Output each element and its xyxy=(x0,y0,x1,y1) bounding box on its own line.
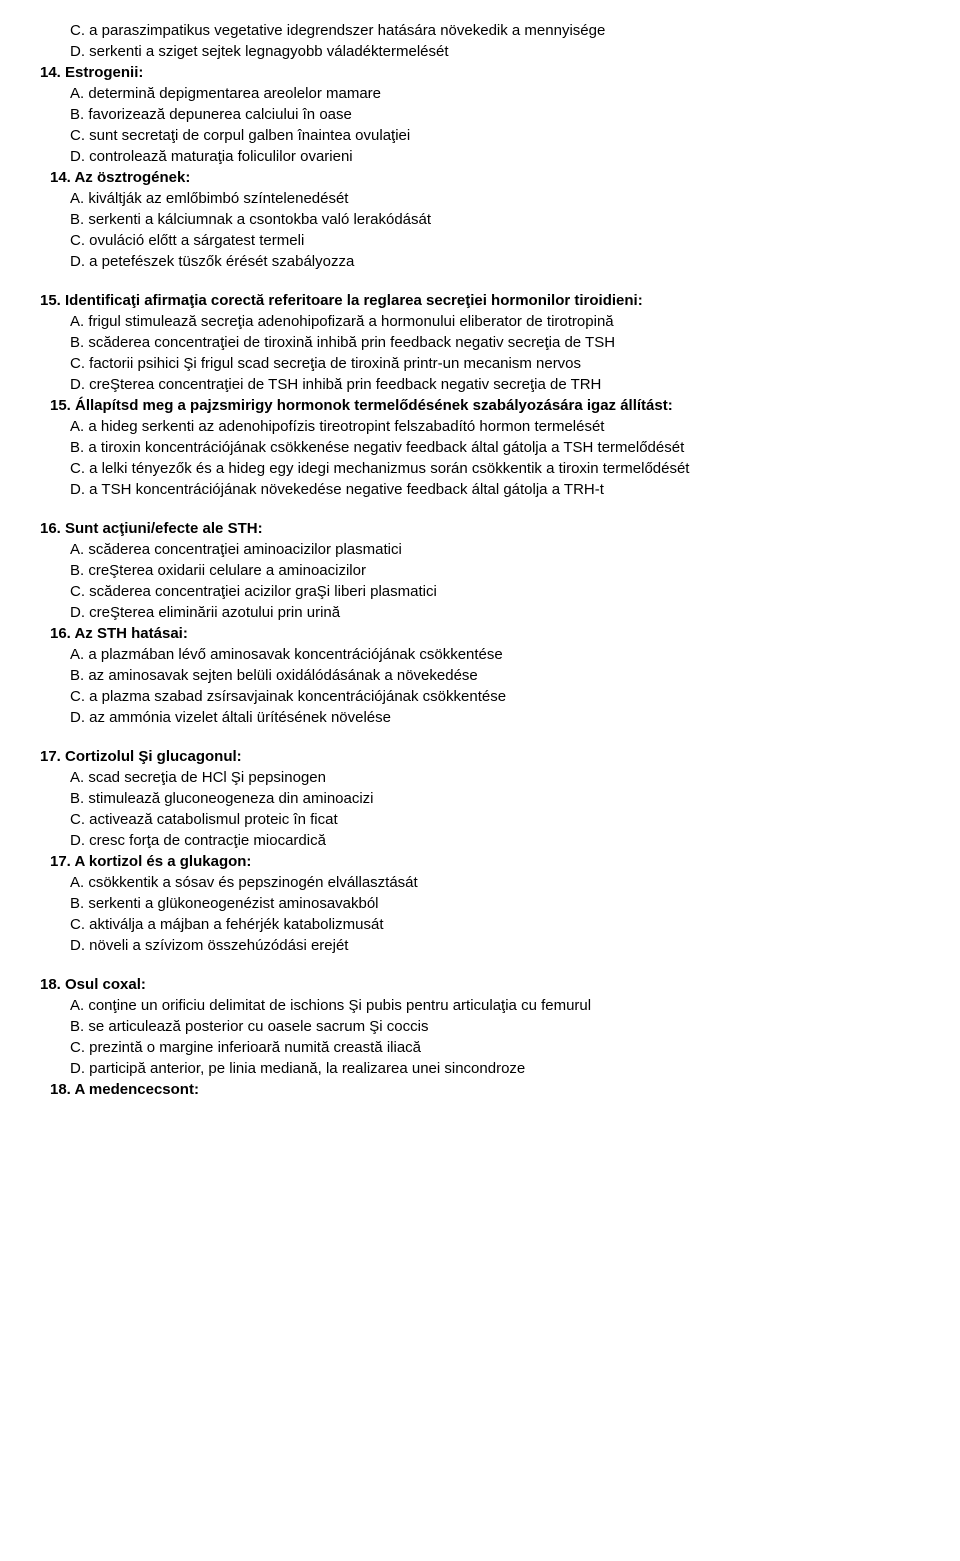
option-d: D. serkenti a sziget sejtek legnagyobb v… xyxy=(70,41,920,62)
option-d: D. creŞterea concentraţiei de TSH inhibă… xyxy=(70,374,920,395)
option-a: A. determină depigmentarea areolelor mam… xyxy=(70,83,920,104)
option-d: D. cresc forţa de contracţie miocardică xyxy=(70,830,920,851)
question-15-hu-header: 15. Állapítsd meg a pajzsmirigy hormonok… xyxy=(50,395,920,416)
option-c: C. ovuláció előtt a sárgatest termeli xyxy=(70,230,920,251)
option-d: D. participă anterior, pe linia mediană,… xyxy=(70,1058,920,1079)
option-c: C. aktiválja a májban a fehérjék katabol… xyxy=(70,914,920,935)
option-a: A. frigul stimulează secreţia adenohipof… xyxy=(70,311,920,332)
option-d: D. a TSH koncentrációjának növekedése ne… xyxy=(70,479,920,500)
option-b: B. scăderea concentraţiei de tiroxină in… xyxy=(70,332,920,353)
question-14-ro-header: 14. Estrogenii: xyxy=(40,62,920,83)
option-c: C. activează catabolismul proteic în fic… xyxy=(70,809,920,830)
question-17-ro-header: 17. Cortizolul Şi glucagonul: xyxy=(40,746,920,767)
option-a: A. kiváltják az emlőbimbó színtelenedésé… xyxy=(70,188,920,209)
question-15-ro-header: 15. Identificaţi afirmaţia corectă refer… xyxy=(40,290,920,311)
option-b: B. az aminosavak sejten belüli oxidálódá… xyxy=(70,665,920,686)
option-d: D. controlează maturaţia foliculilor ova… xyxy=(70,146,920,167)
option-a: A. csökkentik a sósav és pepszinogén elv… xyxy=(70,872,920,893)
option-a: A. conţine un orificiu delimitat de isch… xyxy=(70,995,920,1016)
question-16-hu-header: 16. Az STH hatásai: xyxy=(50,623,920,644)
document-body: C. a paraszimpatikus vegetative idegrend… xyxy=(40,20,920,1100)
option-b: B. a tiroxin koncentrációjának csökkenés… xyxy=(70,437,920,458)
option-c: C. prezintă o margine inferioară numită … xyxy=(70,1037,920,1058)
option-c: C. scăderea concentraţiei acizilor graŞi… xyxy=(70,581,920,602)
question-17-hu-header: 17. A kortizol és a glukagon: xyxy=(50,851,920,872)
option-a: A. a plazmában lévő aminosavak koncentrá… xyxy=(70,644,920,665)
option-d: D. növeli a szívizom összehúzódási erejé… xyxy=(70,935,920,956)
option-c: C. a paraszimpatikus vegetative idegrend… xyxy=(70,20,920,41)
question-16-ro-header: 16. Sunt acţiuni/efecte ale STH: xyxy=(40,518,920,539)
question-14-hu-header: 14. Az ösztrogének: xyxy=(50,167,920,188)
option-c: C. sunt secretaţi de corpul galben înain… xyxy=(70,125,920,146)
option-b: B. stimulează gluconeogeneza din aminoac… xyxy=(70,788,920,809)
option-b: B. se articulează posterior cu oasele sa… xyxy=(70,1016,920,1037)
option-a: A. scad secreţia de HCl Şi pepsinogen xyxy=(70,767,920,788)
option-b: B. serkenti a kálciumnak a csontokba val… xyxy=(70,209,920,230)
option-c: C. factorii psihici Şi frigul scad secre… xyxy=(70,353,920,374)
option-c: C. a lelki tényezők és a hideg egy idegi… xyxy=(70,458,920,479)
question-18-ro-header: 18. Osul coxal: xyxy=(40,974,920,995)
option-b: B. favorizează depunerea calciului în oa… xyxy=(70,104,920,125)
option-b: B. serkenti a glükoneogenézist aminosava… xyxy=(70,893,920,914)
option-d: D. a petefészek tüszők érését szabályozz… xyxy=(70,251,920,272)
option-d: D. az ammónia vizelet általi ürítésének … xyxy=(70,707,920,728)
option-a: A. a hideg serkenti az adenohipofízis ti… xyxy=(70,416,920,437)
option-c: C. a plazma szabad zsírsavjainak koncent… xyxy=(70,686,920,707)
option-a: A. scăderea concentraţiei aminoacizilor … xyxy=(70,539,920,560)
question-18-hu-header: 18. A medencecsont: xyxy=(50,1079,920,1100)
option-b: B. creŞterea oxidarii celulare a aminoac… xyxy=(70,560,920,581)
option-d: D. creŞterea eliminării azotului prin ur… xyxy=(70,602,920,623)
